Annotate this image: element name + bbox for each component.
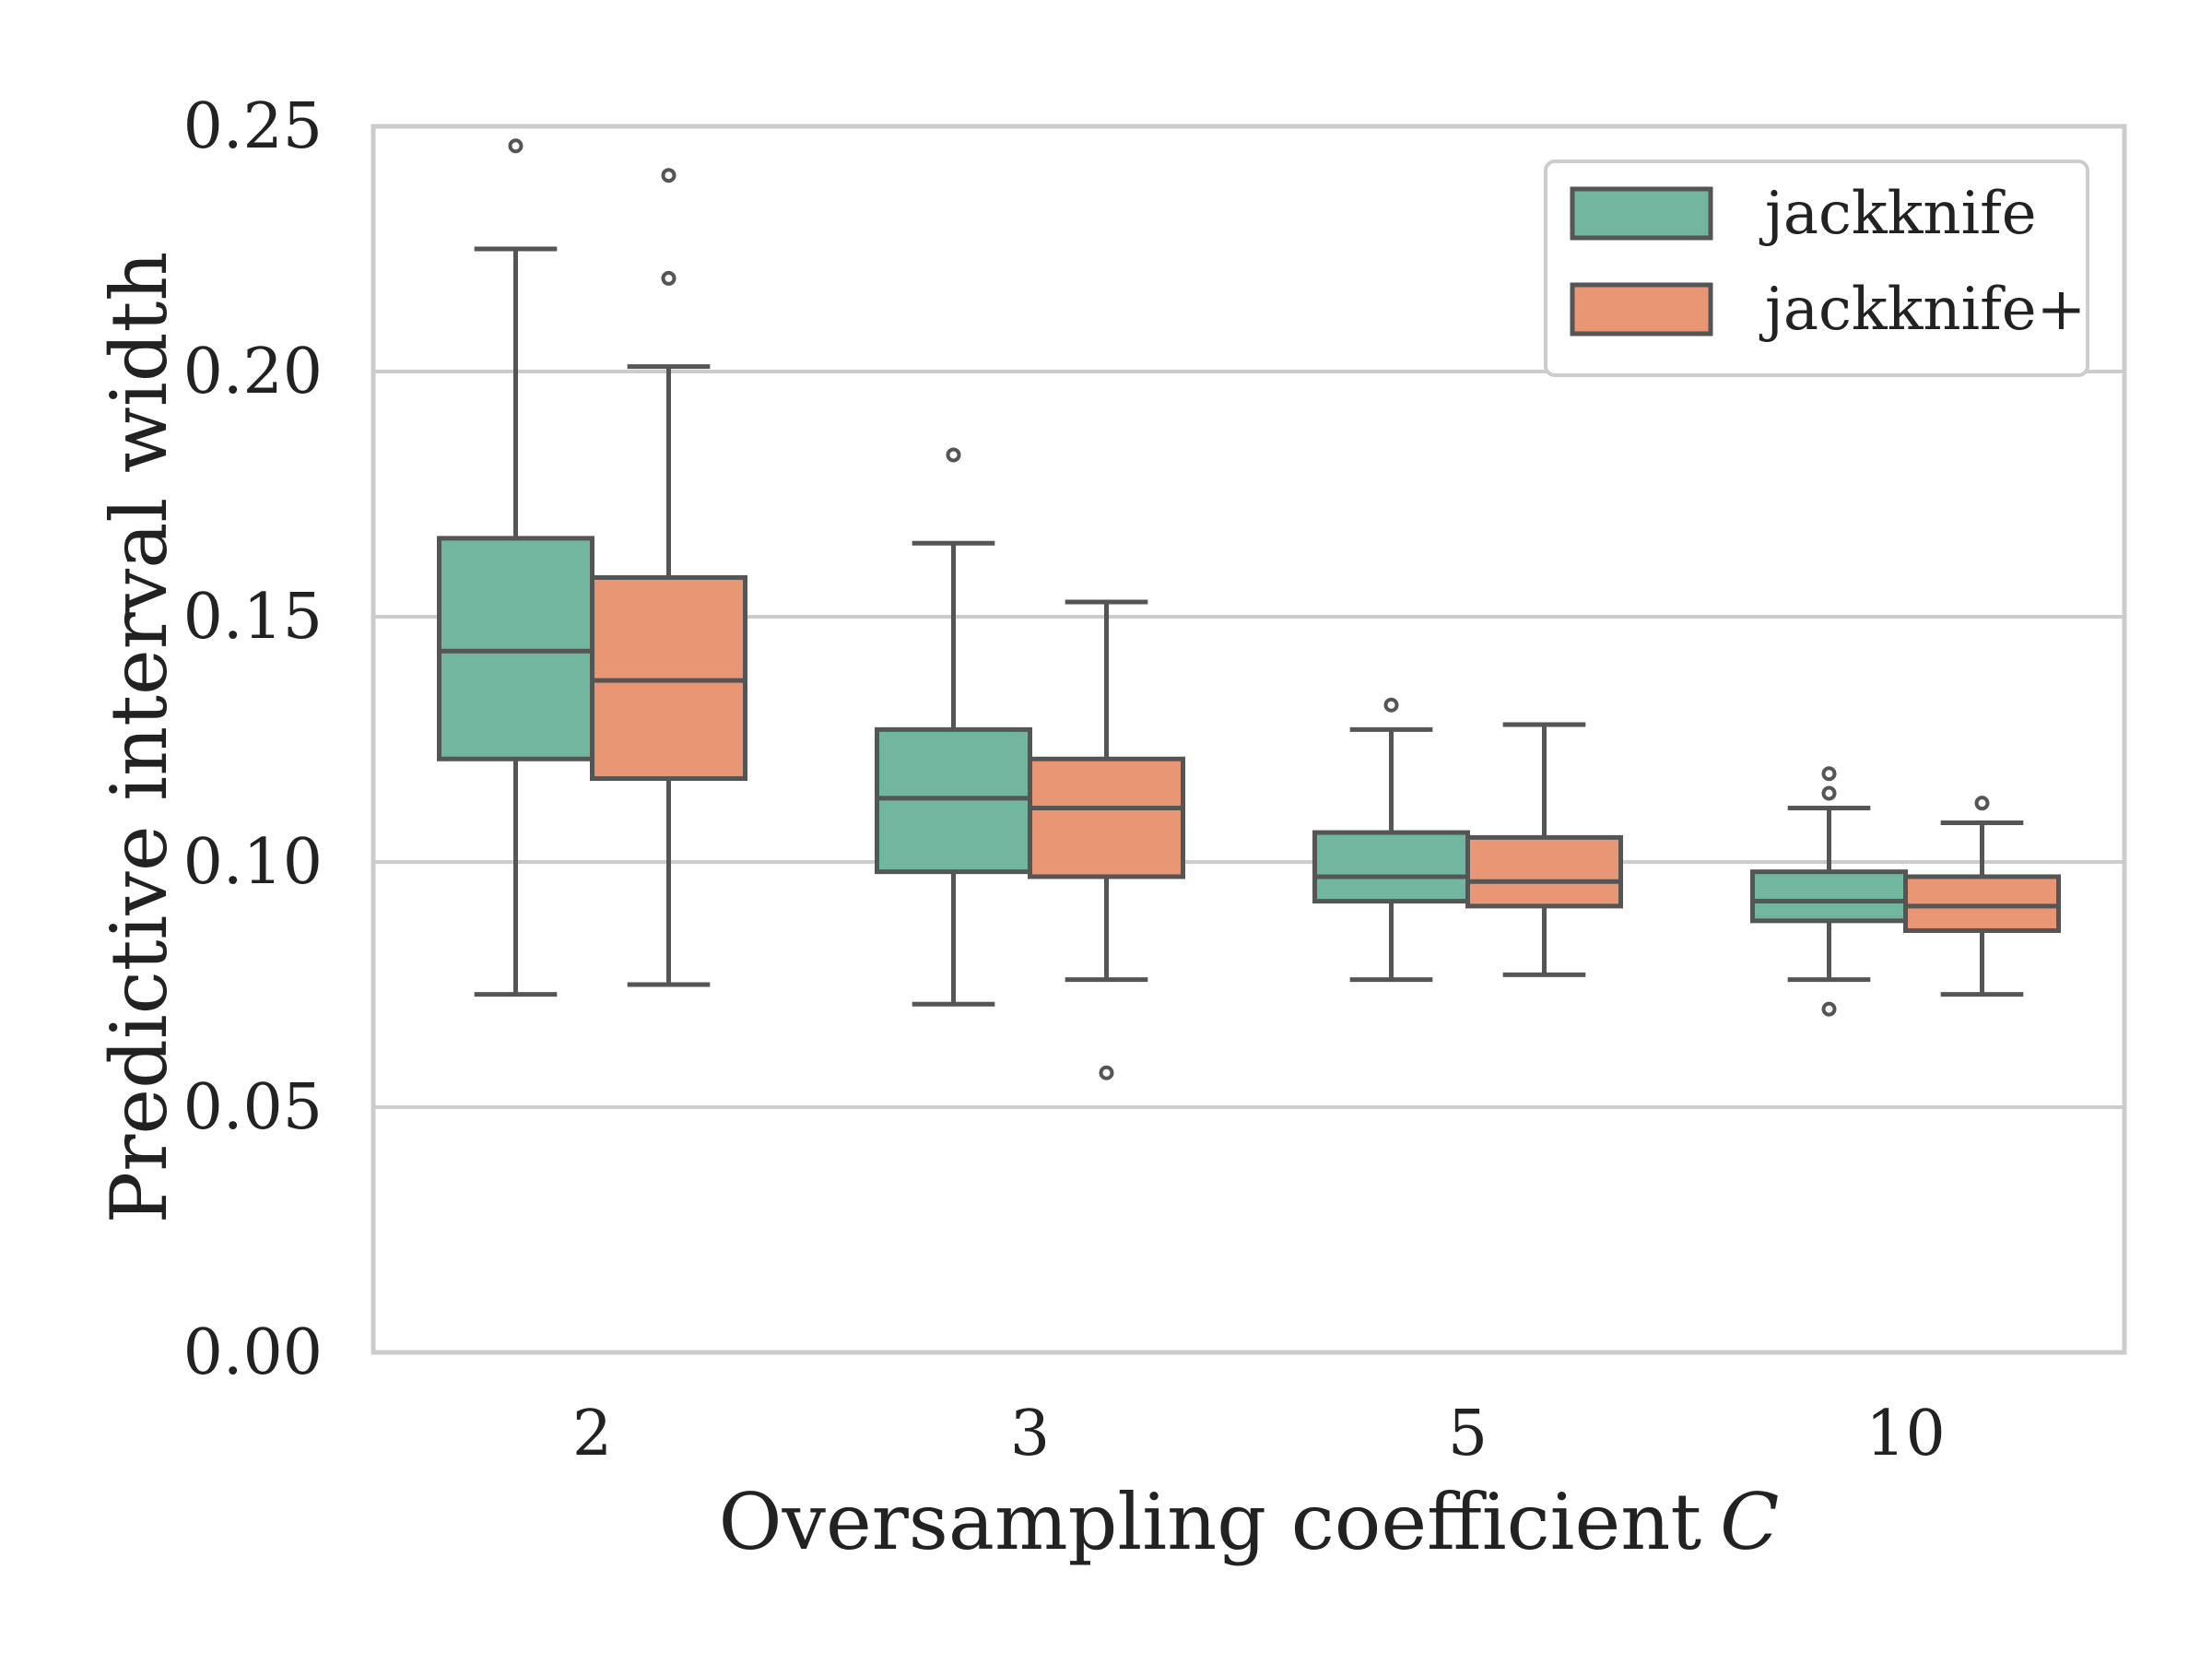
y-axis-label: Predictive interval width (94, 252, 184, 1224)
box-iqr (590, 574, 747, 782)
outlier-point (661, 168, 677, 183)
outlier-point (1821, 785, 1837, 801)
legend-label-jackknife-plus: jackknife+ (1759, 276, 2086, 344)
y-axis-ticks: 0.00 0.05 0.10 0.15 0.20 0.25 (183, 90, 323, 1389)
outlier-point (946, 447, 961, 463)
outlier-point (661, 270, 677, 286)
y-tick-label: 0.20 (183, 336, 323, 408)
legend-swatch-jackknife-plus (1570, 282, 1713, 336)
legend: jackknife jackknife+ (1544, 159, 2089, 377)
box-iqr (1465, 834, 1623, 909)
legend-label-jackknife: jackknife (1759, 180, 2037, 248)
x-axis-label-text: Oversampling coefficient (719, 1477, 1702, 1567)
y-tick-label: 0.00 (183, 1316, 323, 1389)
y-tick-label: 0.10 (183, 826, 323, 899)
x-axis-label: Oversampling coefficient C (719, 1477, 1780, 1567)
box-iqr (1750, 869, 1908, 924)
box-jackknife-2 (437, 138, 594, 997)
box-iqr (1903, 874, 2061, 933)
x-axis-ticks: 2 3 5 10 (572, 1398, 1946, 1470)
outlier-point (508, 138, 524, 154)
y-tick-label: 0.15 (183, 581, 323, 654)
box-iqr (437, 536, 594, 761)
outlier-point (1821, 766, 1837, 782)
box-iqr (1028, 756, 1185, 879)
box-jackknife-plus-10 (1903, 796, 2061, 997)
outlier-point (1099, 1065, 1114, 1080)
box-plots (437, 138, 2061, 1080)
box-jackknife-5 (1312, 697, 1470, 983)
outlier-point (1383, 697, 1399, 713)
box-jackknife-10 (1750, 766, 1908, 1017)
box-jackknife-plus-2 (590, 168, 747, 987)
x-tick-label: 3 (1010, 1398, 1050, 1470)
outlier-point (1974, 796, 1990, 811)
y-tick-label: 0.05 (183, 1071, 323, 1144)
legend-swatch-jackknife (1570, 186, 1713, 241)
box-jackknife-plus-3 (1028, 599, 1185, 1080)
box-jackknife-plus-5 (1465, 722, 1623, 977)
box-iqr (875, 726, 1032, 875)
x-tick-label: 10 (1865, 1398, 1946, 1470)
y-tick-label: 0.25 (183, 90, 323, 163)
x-tick-label: 2 (572, 1398, 612, 1470)
box-iqr (1312, 830, 1470, 904)
box-jackknife-3 (875, 447, 1032, 1007)
outlier-point (1821, 1001, 1837, 1017)
plot-frame (371, 124, 2127, 1355)
x-tick-label: 5 (1448, 1398, 1488, 1470)
x-axis-label-variable: C (1720, 1477, 1779, 1567)
